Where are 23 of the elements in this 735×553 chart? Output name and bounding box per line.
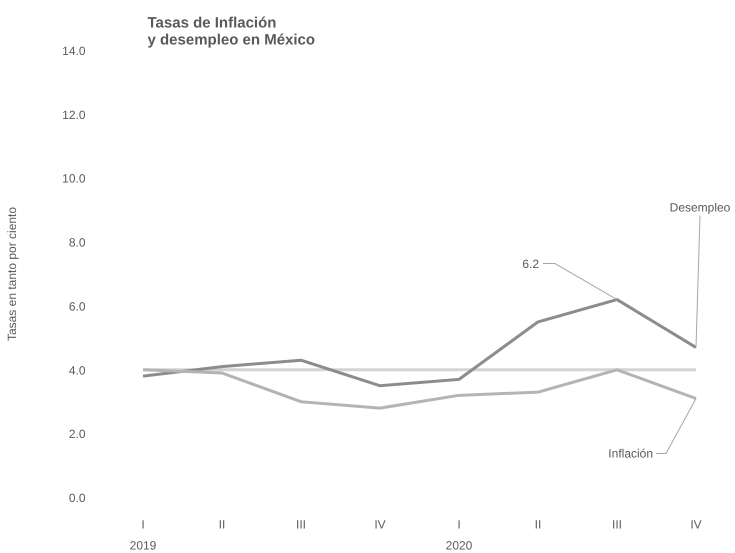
y-tick-label: 2.0 xyxy=(68,427,86,442)
y-axis-title: Tasas en tanto por ciento xyxy=(5,206,20,342)
chart-title: Tasas de Inflación y desempleo en México xyxy=(148,14,316,48)
x-tick-label: III xyxy=(612,518,622,532)
y-tick-label: 10.0 xyxy=(62,172,86,186)
x-tick-label: III xyxy=(296,518,306,532)
x-tick-label: II xyxy=(534,518,542,532)
x-tick-label: I xyxy=(141,518,145,532)
data-label: 6.2 xyxy=(522,257,540,272)
x-tick-label: IV xyxy=(374,518,386,532)
text: Inflación xyxy=(608,446,654,461)
y-tick-label: 0.0 xyxy=(68,491,86,505)
x-tick-label: IV xyxy=(690,518,702,532)
y-tick-label: 4.0 xyxy=(68,363,86,378)
text: 2020 xyxy=(446,538,473,552)
y-tick-label: 12.0 xyxy=(62,108,86,122)
y-tick-label: 14.0 xyxy=(62,44,86,58)
y-tick-label: 6.0 xyxy=(68,299,86,314)
y-tick-label: 8.0 xyxy=(68,236,86,250)
text: Desempleo xyxy=(670,200,731,214)
x-tick-label: II xyxy=(218,518,226,532)
x-tick-label: I xyxy=(457,518,461,532)
text: 2019 xyxy=(130,538,157,552)
